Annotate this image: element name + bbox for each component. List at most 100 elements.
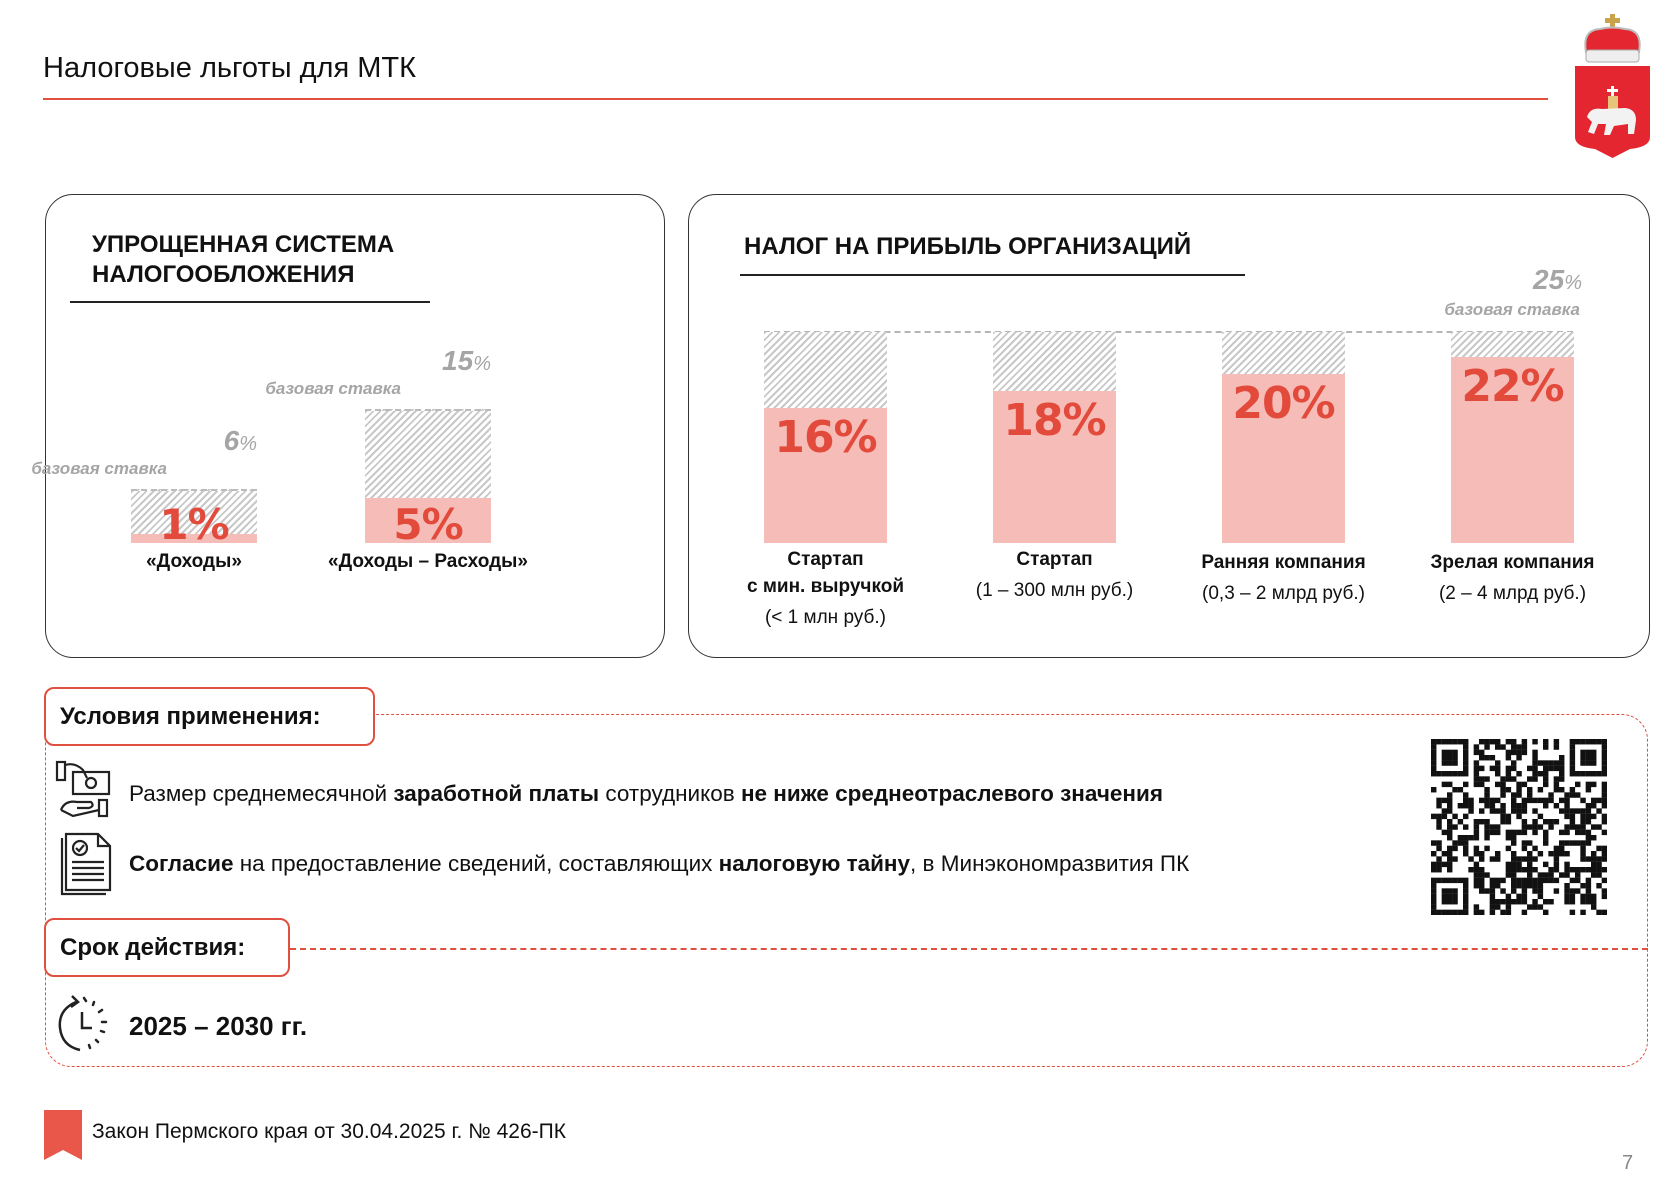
qr-module [1585,835,1592,841]
qr-module [1585,787,1592,793]
qr-module [1585,877,1592,884]
qr-module [1479,781,1485,788]
qr-module [1537,771,1544,777]
qr-module [1431,840,1437,846]
qr-module [1452,749,1458,756]
qr-module [1559,808,1565,814]
qr-module [1527,867,1533,873]
qr-module [1489,904,1496,910]
qr-module [1441,909,1448,915]
qr-module [1511,835,1517,841]
qr-module [1532,819,1538,825]
qr-module [1521,888,1528,894]
qr-module [1569,867,1576,873]
condition-consent-text2: , в Минэкономразвития ПК [910,851,1190,876]
qr-module [1500,744,1506,750]
qr-module [1511,808,1517,814]
qr-module [1585,899,1592,905]
qr-module [1543,829,1549,836]
qr-module [1585,888,1592,894]
qr-module [1601,749,1607,756]
qr-module [1489,755,1496,761]
qr-module [1543,797,1549,804]
qr-module [1575,888,1581,894]
qr-module [1447,808,1453,814]
qr-module [1564,899,1570,905]
base-rate-line [764,331,1573,333]
qr-module [1569,739,1576,745]
qr-module [1591,760,1597,766]
qr-module [1505,861,1512,868]
usn-heading-line1: УПРОЩЕННАЯ СИСТЕМА [92,231,395,258]
qr-module [1457,819,1464,825]
qr-module [1601,888,1607,894]
category-range: (< 1 млн руб.) [764,607,887,628]
category-title: Стартап [787,549,864,570]
salary-hand-money-icon [55,760,111,818]
profit-bar-fill [1451,357,1574,543]
qr-module [1527,861,1533,868]
qr-module [1473,845,1480,852]
qr-module [1553,867,1560,873]
qr-module [1463,755,1469,761]
qr-module [1543,744,1549,750]
qr-module [1591,861,1597,868]
qr-module [1543,781,1549,788]
qr-module [1532,845,1538,852]
qr-module [1473,835,1480,841]
qr-module [1591,749,1597,756]
qr-module [1601,781,1607,788]
qr-module [1473,877,1480,884]
qr-module [1468,867,1474,873]
qr-module [1537,872,1544,878]
usn-bar-base-hatch [131,489,257,543]
qr-module [1431,744,1437,750]
qr-module [1601,819,1607,825]
qr-module [1575,829,1581,836]
qr-module [1484,824,1490,830]
qr-module [1484,744,1490,750]
qr-module [1575,877,1581,884]
usn-base-unit: % [239,433,257,456]
qr-module [1580,840,1586,846]
qr-code[interactable] [1431,739,1607,915]
qr-module [1468,797,1474,804]
usn-base-unit: % [473,353,491,376]
qr-module [1532,877,1538,884]
qr-module [1585,840,1592,846]
qr-module [1521,845,1528,852]
qr-module [1585,771,1592,777]
qr-module [1505,893,1512,900]
qr-module [1495,877,1501,884]
qr-module [1452,840,1458,846]
qr-module [1601,851,1607,857]
qr-module [1489,797,1496,804]
qr-module [1484,872,1490,878]
qr-module [1473,824,1480,830]
qr-module [1532,797,1538,804]
qr-module [1559,845,1565,852]
qr-module [1580,808,1586,814]
qr-module [1489,877,1496,884]
qr-module [1532,899,1538,905]
qr-module [1601,803,1607,809]
qr-module [1505,872,1512,878]
qr-module [1596,883,1602,889]
qr-module [1559,851,1565,857]
qr-module [1436,861,1442,868]
qr-module [1484,829,1490,836]
qr-module [1431,867,1437,873]
usn-base-rate-label: базовая ставка [31,459,167,479]
qr-module [1484,755,1490,761]
category-range: (0,3 – 2 млрд руб.) [1202,583,1365,604]
qr-module [1511,861,1517,868]
qr-module [1452,856,1458,862]
qr-module [1447,888,1453,894]
qr-module [1447,781,1453,788]
qr-module [1537,813,1544,820]
qr-module [1569,749,1576,756]
qr-module [1521,840,1528,846]
qr-module [1521,909,1528,915]
qr-module [1585,893,1592,900]
qr-module [1516,861,1522,868]
